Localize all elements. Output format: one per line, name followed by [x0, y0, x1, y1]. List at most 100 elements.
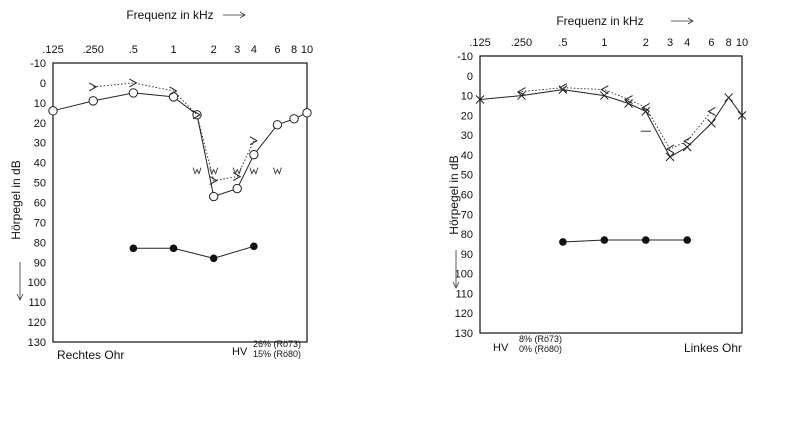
title-arrow-head [687, 17, 694, 25]
x-tick-label: 8 [726, 37, 732, 49]
chevron-right-marker [249, 136, 258, 146]
x-tick-label: 3 [234, 44, 240, 56]
series-line [521, 87, 712, 150]
hv-label: HV [493, 342, 509, 354]
y-tick-label: 30 [34, 138, 46, 150]
circle-marker [302, 108, 312, 118]
x-tick-label: 1 [170, 44, 176, 56]
x-tick-label: .5 [558, 37, 567, 49]
y-tick-label: 60 [461, 190, 473, 202]
w-marker [249, 167, 259, 175]
chevron-right-marker [88, 82, 98, 92]
y-tick-label: 30 [461, 130, 473, 142]
circle-marker [289, 114, 299, 124]
y-tick-label: 100 [28, 277, 46, 289]
y-tick-label: 70 [461, 209, 473, 221]
chevron-left-marker [600, 85, 609, 95]
y-tick-label: 110 [455, 288, 473, 300]
circle-marker [88, 96, 98, 106]
cross-marker [641, 107, 651, 116]
filled-dot-marker [600, 236, 609, 244]
x-tick-label: .250 [82, 44, 103, 56]
y-tick-label: 10 [461, 91, 473, 103]
filled-dot-marker [209, 254, 218, 263]
w-marker [209, 167, 219, 175]
circle-marker [192, 110, 202, 120]
x-tick-label: 2 [211, 44, 217, 56]
y-tick-label: 70 [34, 217, 46, 229]
y-tick-label: 50 [34, 178, 46, 190]
y-tick-label: 0 [467, 71, 473, 83]
y-tick-label: 20 [461, 110, 473, 122]
filled-dot-marker [683, 236, 692, 244]
y-tick-label: 90 [461, 249, 473, 261]
series-line [562, 239, 688, 243]
series-line [52, 92, 308, 198]
x-tick-label: 3 [667, 37, 673, 49]
circle-marker [128, 88, 139, 98]
filled-dot-marker [250, 242, 258, 251]
y-tick-label: 90 [34, 257, 46, 269]
cross-marker [707, 118, 716, 128]
x-tick-label: 10 [301, 44, 313, 56]
x-tick-label: 8 [291, 44, 297, 56]
chevron-left-marker [517, 87, 526, 97]
cross-marker [475, 95, 485, 104]
filled-dot-marker [559, 238, 567, 246]
chevron-left-marker [558, 83, 568, 93]
cross-marker [737, 111, 747, 120]
chevron-left-marker [624, 95, 633, 104]
cross-marker [724, 93, 734, 102]
ear-label: Linkes Ohr [684, 341, 742, 355]
series-line [479, 89, 743, 158]
y-tick-label: 80 [34, 237, 46, 249]
plot-frame [479, 55, 743, 334]
x-tick-label: 4 [251, 44, 257, 56]
series-line [133, 245, 255, 259]
hv-note: 8% (Rö73) [519, 334, 562, 344]
y-tick-label: 40 [461, 150, 473, 162]
x-tick-label: 4 [684, 37, 690, 49]
y-tick-label: 130 [28, 337, 46, 349]
hv-note: 26% (Rö73) [253, 339, 301, 349]
hv-note: 15% (Rö80) [253, 349, 301, 359]
x-tick-label: 6 [274, 44, 280, 56]
w-marker [192, 167, 202, 175]
y-tick-label: 50 [461, 170, 473, 182]
y-tick-label: 40 [34, 158, 46, 170]
y-tick-label: 100 [455, 269, 473, 281]
y-axis-label: Hörpegel in dB [9, 160, 23, 239]
series-line [93, 82, 255, 182]
circle-marker [249, 149, 259, 160]
y-tick-label: 60 [34, 198, 46, 210]
y-axis-down-arrow-head [16, 293, 24, 301]
y-axis-label: Hörpegel in dB [447, 155, 461, 234]
x-tick-label: 1 [601, 37, 607, 49]
chevron-left-marker [666, 144, 675, 154]
w-marker [232, 167, 242, 175]
chevron-right-marker [129, 78, 138, 88]
x-tick-label: 2 [643, 37, 649, 49]
chevron-left-marker [683, 136, 692, 146]
title-arrow-head [239, 11, 246, 19]
chevron-left-marker [641, 103, 651, 112]
y-axis-down-arrow-head [452, 281, 460, 289]
plot-frame [52, 62, 308, 343]
x-tick-label: .125 [469, 37, 490, 49]
w-marker [272, 167, 282, 175]
y-tick-label: 10 [34, 98, 46, 110]
y-tick-label: 0 [40, 78, 46, 90]
y-tick-label: 20 [34, 118, 46, 130]
y-tick-label: -10 [457, 51, 473, 63]
circle-marker [209, 191, 219, 202]
ear-label: Rechtes Ohr [57, 348, 124, 362]
filled-dot-marker [641, 236, 650, 244]
x-tick-label: .250 [511, 37, 532, 49]
hv-note: 0% (Rö80) [519, 344, 562, 354]
x-tick-label: .5 [129, 44, 138, 56]
hv-label: HV [232, 346, 248, 358]
circle-marker [272, 120, 283, 130]
chevron-right-marker [192, 110, 202, 120]
